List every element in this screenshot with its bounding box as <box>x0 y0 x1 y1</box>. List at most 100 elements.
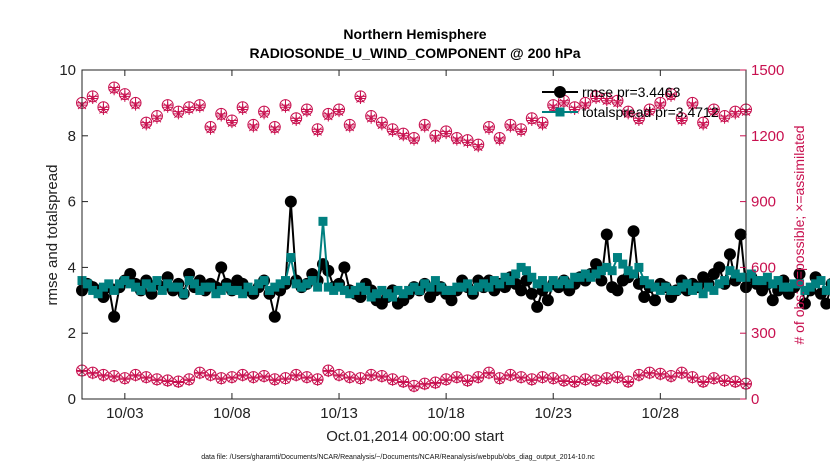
obs_assimilated-marker-lower-57 <box>686 372 698 384</box>
legend-marker-totalspread <box>555 107 565 117</box>
totalspread-point-104 <box>634 262 644 272</box>
obs_assimilated-marker-lower-6 <box>140 372 152 384</box>
obs_assimilated-marker-lower-50 <box>611 372 623 384</box>
totalspread-point-63 <box>414 285 424 295</box>
y-tick-label-0: 0 <box>68 391 76 408</box>
totalspread-point-116 <box>698 289 708 299</box>
x-axis-label: Oct.01,2014 00:00:00 start <box>326 428 504 445</box>
totalspread-point-66 <box>430 276 440 286</box>
series-totalspread <box>77 216 830 302</box>
totalspread-point-111 <box>671 285 681 295</box>
totalspread-point-72 <box>463 279 473 289</box>
obs_assimilated-marker-lower-41 <box>515 372 527 384</box>
y-tick-label-5: 10 <box>59 62 76 79</box>
totalspread-point-2 <box>88 285 98 295</box>
obs_assimilated-marker-lower-58 <box>697 377 709 389</box>
obs_assimilated-marker-upper-45 <box>558 97 570 109</box>
totalspread-point-67 <box>436 282 446 292</box>
obs_assimilated-marker-lower-14 <box>226 372 238 384</box>
obs_assimilated-marker-upper-30 <box>397 130 409 142</box>
obs_assimilated-marker-upper-34 <box>440 128 452 140</box>
totalspread-point-140 <box>827 279 830 289</box>
obs_assimilated-marker-lower-2 <box>97 370 109 382</box>
totalspread-point-14 <box>152 276 162 286</box>
totalspread-point-103 <box>629 269 639 279</box>
totalspread-point-29 <box>232 285 242 295</box>
totalspread-point-4 <box>98 282 108 292</box>
totalspread-point-105 <box>639 276 649 286</box>
totalspread-point-41 <box>297 282 307 292</box>
totalspread-point-44 <box>313 282 323 292</box>
totalspread-point-39 <box>286 253 296 263</box>
obs_assimilated-marker-lower-28 <box>376 371 388 383</box>
obs_assimilated-marker-upper-19 <box>279 101 291 113</box>
obs_assimilated-marker-upper-49 <box>601 95 613 107</box>
totalspread-point-89 <box>554 279 564 289</box>
axes-box <box>81 69 747 400</box>
totalspread-point-90 <box>559 276 569 286</box>
obs_assimilated-marker-lower-29 <box>387 374 399 386</box>
legend-marker-rmse <box>554 86 566 98</box>
rmse-point-36 <box>268 310 281 323</box>
totalspread-point-76 <box>484 282 494 292</box>
totalspread-point-73 <box>468 285 478 295</box>
totalspread-point-120 <box>720 276 730 286</box>
obs_assimilated-marker-upper-60 <box>719 112 731 124</box>
rmse-point-46 <box>322 264 335 277</box>
totalspread-point-91 <box>564 279 574 289</box>
obs_assimilated-marker-lower-56 <box>676 368 688 380</box>
obs_assimilated-marker-upper-59 <box>708 106 720 118</box>
totalspread-point-69 <box>446 285 456 295</box>
y-tick-label-3: 6 <box>68 194 76 211</box>
rmse-point-84 <box>525 287 538 300</box>
obs_assimilated-marker-lower-48 <box>590 375 602 387</box>
totalspread-point-15 <box>157 285 167 295</box>
y-tick-label-4: 8 <box>68 128 76 145</box>
totalspread-point-1 <box>82 279 92 289</box>
obs_assimilated-marker-upper-35 <box>451 134 463 146</box>
obs_assimilated-marker-lower-52 <box>633 370 645 382</box>
obs_assimilated-marker-upper-18 <box>269 123 281 135</box>
totalspread-point-139 <box>821 285 830 295</box>
totalspread-point-135 <box>800 285 810 295</box>
obs_assimilated-marker-upper-2 <box>97 103 109 115</box>
totalspread-point-75 <box>479 279 489 289</box>
rmse-point-134 <box>793 267 806 280</box>
obs_assimilated-marker-lower-27 <box>365 370 377 382</box>
totalspread-point-100 <box>612 253 622 263</box>
obs_assimilated-marker-lower-26 <box>354 373 366 385</box>
y-tick-label-1: 2 <box>68 325 76 342</box>
totalspread-point-62 <box>409 282 419 292</box>
obs_assimilated-marker-lower-45 <box>558 375 570 387</box>
totalspread-point-86 <box>538 276 548 286</box>
rmse-point-69 <box>445 294 458 307</box>
obs_assimilated-marker-upper-22 <box>312 125 324 137</box>
totalspread-point-68 <box>441 285 451 295</box>
obs_assimilated-marker-upper-3 <box>108 84 120 96</box>
totalspread-point-133 <box>789 279 799 289</box>
x-tick-label-4: 10/23 <box>534 405 572 422</box>
totalspread-point-80 <box>505 276 515 286</box>
obs_assimilated-marker-upper-21 <box>301 106 313 118</box>
obs_assimilated-marker-upper-46 <box>569 103 581 115</box>
totalspread-point-54 <box>366 292 376 302</box>
totalspread-point-36 <box>270 282 280 292</box>
totalspread-point-98 <box>602 262 612 272</box>
totalspread-point-93 <box>575 272 585 282</box>
obs_assimilated-marker-lower-17 <box>258 371 270 383</box>
legend-entry-rmse: rmse pr=3.4463 <box>542 84 681 100</box>
totalspread-point-77 <box>489 276 499 286</box>
totalspread-point-38 <box>280 276 290 286</box>
obs_assimilated-marker-lower-22 <box>312 374 324 386</box>
obs_assimilated-marker-upper-11 <box>194 101 206 113</box>
totalspread-point-11 <box>136 285 146 295</box>
totalspread-point-56 <box>377 285 387 295</box>
obs_assimilated-marker-upper-27 <box>365 112 377 124</box>
obs_assimilated-marker-upper-23 <box>322 110 334 122</box>
rmse-point-100 <box>611 284 624 297</box>
obs_assimilated-marker-lower-10 <box>183 374 195 386</box>
rmse-point-6 <box>108 310 121 323</box>
totalspread-point-115 <box>693 282 703 292</box>
totalspread-point-113 <box>682 279 692 289</box>
y-axis-label: rmse and totalspread <box>44 165 61 306</box>
